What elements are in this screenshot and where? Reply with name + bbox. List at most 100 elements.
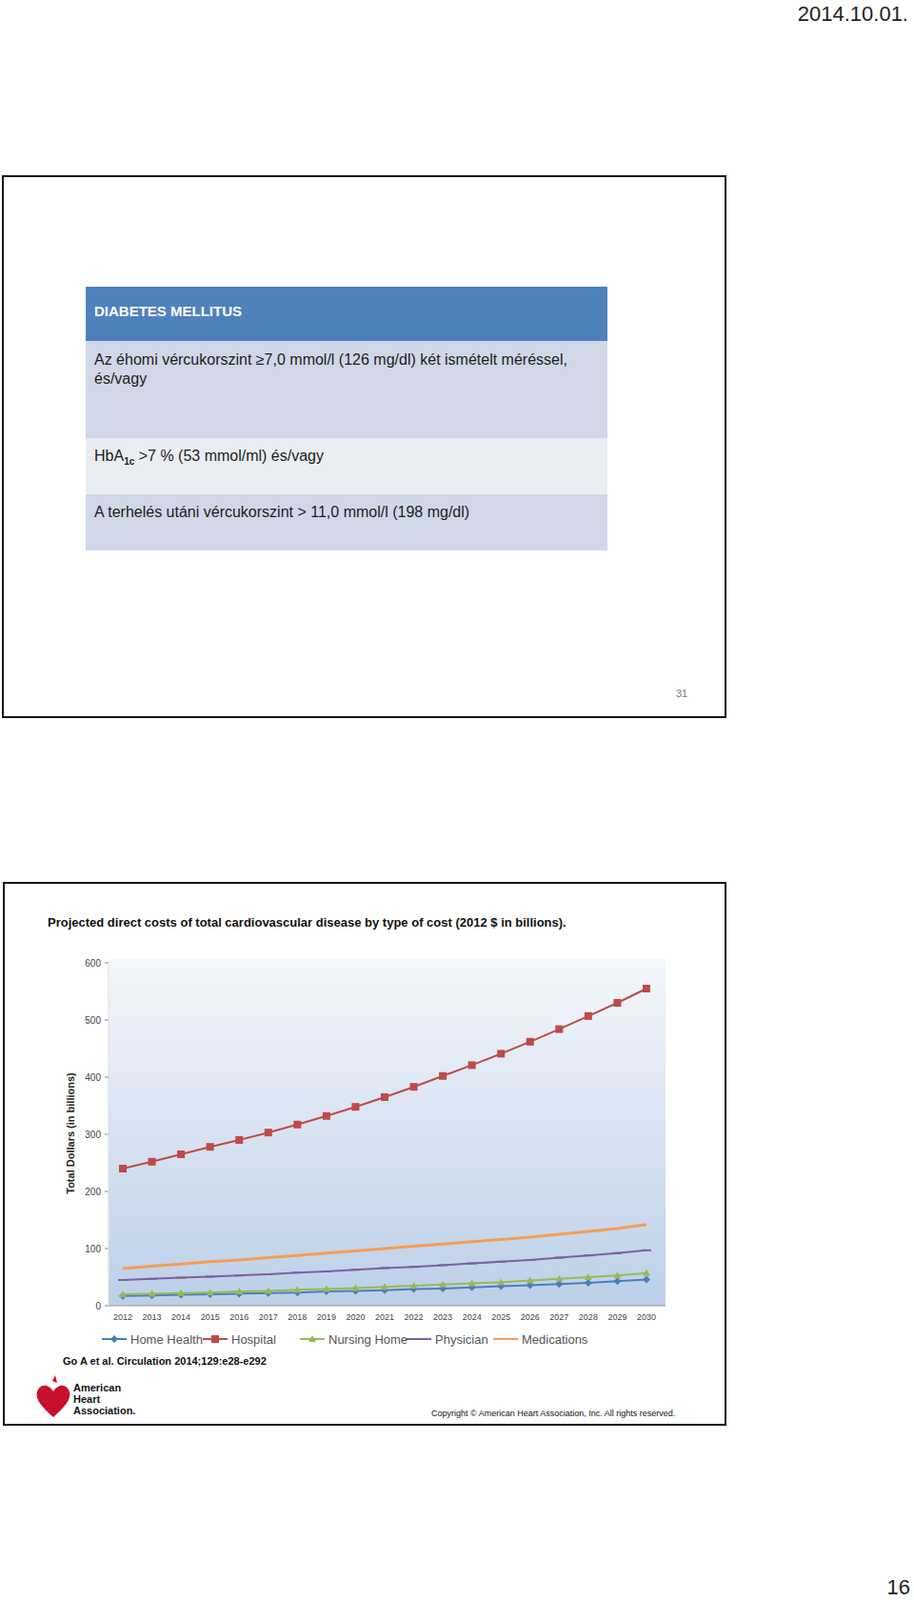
marker (555, 1279, 563, 1288)
marker (641, 1249, 652, 1252)
legend-label: Home Health (130, 1331, 203, 1347)
marker (211, 1334, 219, 1343)
y-tick (104, 1076, 109, 1078)
marker (642, 1269, 651, 1276)
table-row: A terhelés utáni vércukorszint > 11,0 mm… (85, 494, 608, 551)
marker (379, 1266, 390, 1269)
series-line (122, 988, 647, 1169)
x-tick-label: 2015 (200, 1311, 220, 1322)
marker (206, 1290, 215, 1298)
x-tick-label: 2016 (229, 1311, 249, 1322)
marker (380, 1282, 389, 1290)
table: DIABETES MELLITUSAz éhomi vércukorszint … (85, 286, 608, 551)
y-tick-label: 500 (84, 1014, 101, 1026)
marker (110, 1334, 119, 1343)
marker (351, 1102, 359, 1111)
marker (205, 1274, 216, 1277)
marker (322, 1285, 331, 1292)
marker (555, 1025, 563, 1034)
y-tick (104, 1191, 109, 1193)
text: A terhelés utáni vércukorszint > 11,0 mm… (94, 503, 470, 520)
x-tick-label: 2022 (404, 1311, 424, 1322)
marker (148, 1291, 157, 1299)
x-tick-label: 2027 (549, 1311, 569, 1322)
marker (554, 1256, 564, 1259)
marker (380, 1092, 389, 1101)
marker (438, 1072, 447, 1080)
marker (293, 1285, 301, 1292)
marker (322, 1112, 331, 1120)
marker (613, 1271, 621, 1278)
marker (148, 1157, 157, 1166)
marker (206, 1142, 215, 1151)
logo-text: Heart (73, 1392, 100, 1405)
y-tick (104, 1019, 109, 1021)
y-tick-label: 600 (84, 957, 101, 969)
x-tick-label: 2024 (462, 1311, 482, 1322)
marker (176, 1276, 186, 1279)
marker (438, 1280, 447, 1288)
marker (409, 1265, 419, 1268)
legend-label: Hospital (231, 1331, 277, 1347)
y-tick (104, 1305, 109, 1307)
legend-swatch (101, 1337, 127, 1340)
marker (119, 1290, 127, 1297)
series-group (118, 984, 652, 1300)
x-tick-label: 2013 (142, 1311, 162, 1322)
x-tick-label: 2012 (113, 1311, 133, 1322)
marker (119, 1291, 127, 1300)
marker (468, 1060, 477, 1069)
marker (264, 1289, 273, 1297)
date: 2014.10.01. (797, 1, 909, 27)
x-tick-label: 2018 (287, 1311, 307, 1322)
marker (414, 1337, 424, 1340)
legend-swatch (202, 1337, 228, 1340)
text: Az éhomi vércukorszint ≥7,0 mmol/l (126 … (94, 351, 568, 387)
page-number: 16 (887, 1574, 911, 1600)
marker (235, 1287, 243, 1294)
slide: DIABETES MELLITUSAz éhomi vércukorszint … (1, 175, 727, 718)
copyright: Copyright © American Heart Association, … (431, 1408, 676, 1418)
marker (468, 1283, 477, 1292)
x-tick-label: 2014 (171, 1311, 191, 1322)
table-row: Az éhomi vércukorszint ≥7,0 mmol/l (126 … (85, 340, 608, 438)
table-row: HbA1c >7 % (53 mmol/ml) és/vagy (85, 437, 608, 495)
marker (584, 1012, 593, 1020)
series-line (122, 1224, 647, 1269)
marker (496, 1049, 505, 1057)
marker (308, 1334, 317, 1342)
marker (410, 1285, 418, 1293)
y-tick (104, 1248, 109, 1250)
marker (322, 1287, 331, 1295)
marker (321, 1270, 332, 1272)
source: Go A et al. Circulation 2014;129:e28-e29… (62, 1354, 267, 1367)
marker (351, 1283, 359, 1291)
marker (206, 1288, 215, 1295)
x-tick-label: 2028 (578, 1311, 598, 1322)
marker (177, 1150, 185, 1158)
logo-text: American (73, 1381, 121, 1393)
marker (235, 1135, 243, 1144)
series-line (122, 1278, 647, 1295)
marker (147, 1277, 158, 1280)
marker (526, 1280, 535, 1289)
plot-area (108, 958, 666, 1306)
legend-label: Medications (521, 1331, 589, 1347)
x-tick-label: 2030 (636, 1311, 656, 1322)
marker (438, 1284, 447, 1292)
marker (264, 1128, 273, 1136)
marker (642, 1274, 651, 1283)
marker (264, 1286, 273, 1293)
marker (526, 1037, 535, 1046)
marker (496, 1282, 505, 1291)
marker (584, 1278, 593, 1287)
marker (293, 1120, 301, 1129)
x-axis (108, 1305, 666, 1307)
y-tick (104, 1133, 109, 1135)
marker (234, 1273, 244, 1276)
legend-swatch (299, 1337, 325, 1340)
marker (613, 998, 621, 1007)
series-line (122, 1250, 647, 1280)
y-tick-label: 200 (84, 1186, 101, 1197)
marker (525, 1258, 536, 1261)
